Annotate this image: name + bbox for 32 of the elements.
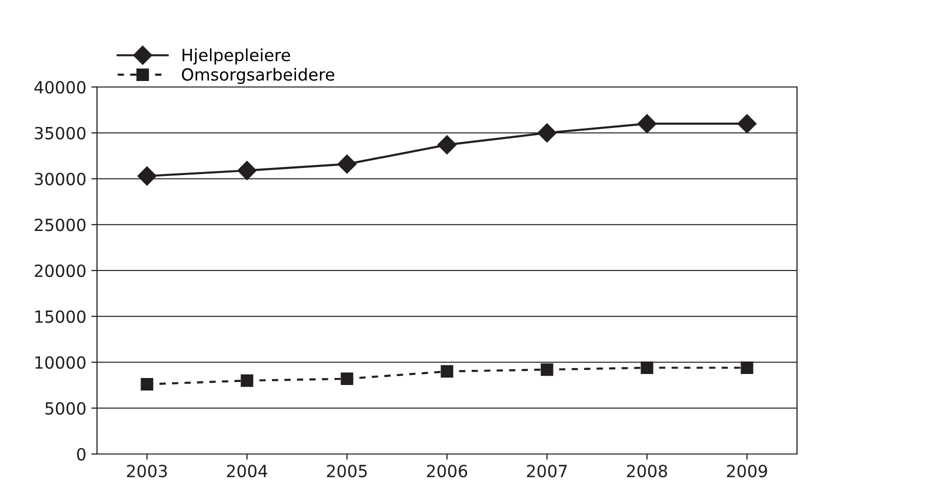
- legend-label: Hjelpepleiere: [182, 48, 290, 65]
- y-tick-label: 15000: [35, 310, 86, 323]
- point: [737, 114, 757, 134]
- x-tick-label: 2006: [427, 464, 468, 478]
- y-tick-label: 0: [77, 448, 86, 461]
- y-tick-label: 25000: [34, 218, 86, 232]
- x-tick-label: 2009: [727, 464, 768, 478]
- point: [337, 154, 357, 174]
- point: [640, 362, 654, 374]
- y-tick-label: 5000: [45, 402, 86, 415]
- point: [440, 365, 454, 378]
- point: [740, 362, 754, 374]
- y-tick-label: 30000: [34, 172, 86, 186]
- y-tick-label: 40000: [34, 80, 86, 94]
- point: [540, 363, 554, 376]
- legend-label: Omsorgsarbeidere: [182, 68, 334, 84]
- y-tick-label: 35000: [34, 126, 86, 140]
- x-tick-label: 2007: [527, 464, 567, 478]
- point: [637, 114, 657, 134]
- x-tick-label: 2003: [127, 464, 167, 478]
- y-tick-label: 20000: [34, 264, 86, 278]
- x-tick-label: 2004: [227, 464, 268, 478]
- point: [140, 378, 154, 391]
- point: [537, 123, 557, 142]
- x-tick-label: 2008: [627, 464, 668, 478]
- point: [237, 160, 257, 180]
- y-tick-label: 10000: [35, 356, 86, 369]
- point: [340, 372, 354, 386]
- x-tick-label: 2005: [327, 464, 367, 478]
- point: [137, 166, 157, 186]
- point: [437, 135, 457, 154]
- point: [240, 374, 254, 387]
